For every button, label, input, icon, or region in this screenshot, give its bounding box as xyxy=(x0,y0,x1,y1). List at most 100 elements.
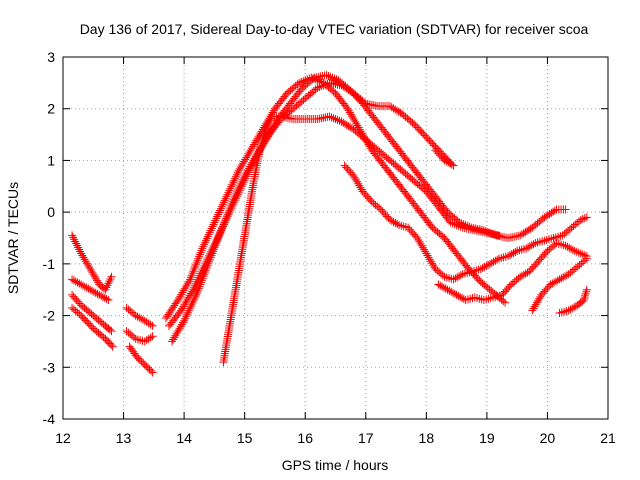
data-point xyxy=(135,313,144,322)
data-point xyxy=(475,294,484,303)
data-point xyxy=(69,276,78,285)
data-point xyxy=(521,228,530,237)
data-point xyxy=(107,341,116,350)
data-point xyxy=(453,273,462,282)
data-point xyxy=(75,310,84,319)
data-point xyxy=(350,115,359,124)
data-point xyxy=(572,247,581,256)
data-point xyxy=(82,259,91,268)
data-point xyxy=(321,80,330,89)
data-point xyxy=(547,234,556,243)
data-point xyxy=(556,232,565,241)
data-point xyxy=(193,286,202,295)
data-point xyxy=(229,176,238,185)
data-point xyxy=(204,230,213,239)
data-point xyxy=(346,110,355,119)
data-point xyxy=(491,256,500,265)
data-point xyxy=(559,273,568,282)
data-point xyxy=(330,74,339,83)
data-point xyxy=(203,232,212,241)
data-point xyxy=(265,116,274,125)
data-point xyxy=(426,257,435,266)
data-point xyxy=(68,275,77,284)
data-point xyxy=(223,210,232,219)
series-arc-1 xyxy=(68,231,116,294)
data-point xyxy=(450,220,459,229)
data-point xyxy=(423,251,432,260)
data-point xyxy=(189,267,198,276)
data-point xyxy=(576,249,585,258)
data-point xyxy=(70,235,79,244)
data-point xyxy=(505,251,514,260)
data-point xyxy=(201,238,210,247)
data-point xyxy=(68,231,77,240)
data-point xyxy=(71,277,80,286)
data-point xyxy=(568,304,577,313)
data-point xyxy=(566,305,575,314)
data-point xyxy=(264,118,273,127)
data-point xyxy=(530,302,539,311)
data-point xyxy=(204,259,213,268)
data-point xyxy=(138,336,147,345)
series-arc-14 xyxy=(431,146,458,170)
data-point xyxy=(133,312,142,321)
data-point xyxy=(105,277,114,286)
data-point xyxy=(386,215,394,224)
data-point xyxy=(197,276,206,285)
data-point xyxy=(86,265,95,274)
data-point xyxy=(482,295,491,304)
data-point xyxy=(484,294,493,303)
data-point xyxy=(214,210,223,219)
data-point xyxy=(356,183,365,192)
data-point xyxy=(501,298,510,307)
data-point xyxy=(80,282,89,291)
data-point xyxy=(182,310,191,319)
data-point xyxy=(224,208,233,217)
data-point xyxy=(225,186,234,195)
data-point xyxy=(346,123,355,132)
data-point xyxy=(211,216,220,225)
data-point xyxy=(202,236,211,245)
data-point xyxy=(518,271,527,280)
data-point xyxy=(580,291,589,300)
data-point xyxy=(210,218,219,227)
data-point xyxy=(456,292,465,301)
data-point xyxy=(568,245,577,254)
data-point xyxy=(555,308,564,317)
data-point xyxy=(71,237,80,246)
data-point xyxy=(561,272,570,281)
data-point xyxy=(260,129,269,138)
data-point xyxy=(533,296,542,305)
data-point xyxy=(258,135,267,144)
data-point xyxy=(448,288,457,297)
data-point xyxy=(187,271,196,280)
data-point xyxy=(219,198,228,207)
data-point xyxy=(226,201,235,210)
data-point xyxy=(231,191,240,200)
data-point xyxy=(482,261,491,270)
data-point xyxy=(528,306,537,315)
data-point xyxy=(451,274,460,283)
data-point xyxy=(129,333,138,342)
data-point xyxy=(524,243,533,252)
data-point xyxy=(202,234,211,243)
data-point xyxy=(547,208,556,217)
data-point xyxy=(180,316,189,325)
data-point xyxy=(563,242,572,251)
y-tick-label: 1 xyxy=(47,152,55,168)
data-point xyxy=(196,248,205,257)
data-point xyxy=(315,83,324,92)
data-point xyxy=(227,199,236,208)
data-point xyxy=(182,281,191,290)
data-point xyxy=(247,144,256,153)
data-point xyxy=(191,292,200,301)
data-point xyxy=(211,241,220,250)
data-point xyxy=(329,114,338,123)
data-point xyxy=(313,84,322,93)
data-point xyxy=(505,282,514,291)
data-point xyxy=(222,214,231,223)
data-point xyxy=(230,174,239,183)
data-point xyxy=(188,287,197,296)
data-point xyxy=(565,243,574,252)
data-point xyxy=(445,159,454,168)
